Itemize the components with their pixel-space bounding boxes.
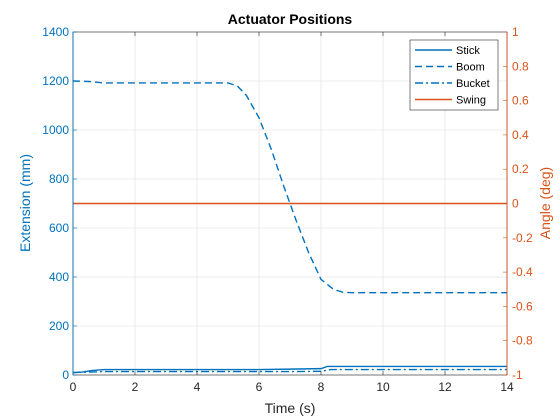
y-left-tick-label: 0 [62,368,69,382]
x-axis-label: Time (s) [265,400,316,416]
x-tick-label: 8 [318,380,325,394]
series-line-bucket [72,368,507,374]
legend-label-stick: Stick [456,45,480,57]
axes: 0 2 4 6 8 10 12 140200400600800100012001400-1-0… [42,25,533,394]
legend-label-boom: Boom [456,62,485,74]
y-left-tick-label: 1000 [42,123,69,137]
x-tick-label: 10 [376,380,390,394]
y-right-tick-label: 0.2 [512,162,529,176]
series-line-boom [72,80,507,294]
y-axis-right-label: Angle (deg) [537,167,553,239]
x-tick-label: 2 [132,380,139,394]
series-lines [72,80,507,374]
y-left-tick-label: 1400 [42,25,69,39]
y-left-tick-label: 400 [49,270,69,284]
x-tick-label: 14 [500,380,514,394]
legend: Stick Boom Bucket Swing [409,39,499,111]
legend-label-bucket: Bucket [456,78,490,90]
x-tick-label: 0 [70,380,77,394]
y-left-tick-label: 600 [49,221,69,235]
y-right-tick-label: -0.4 [512,265,533,279]
y-right-tick-label: 0 [512,197,519,211]
y-left-tick-label: 1200 [42,74,69,88]
y-right-tick-label: -0.2 [512,231,533,245]
series-line-stick [72,365,507,374]
y-left-tick-label: 200 [49,319,69,333]
y-axis-left-label: Extension (mm) [17,154,33,252]
legend-label-swing: Swing [456,95,486,107]
y-right-tick-label: -1 [512,368,523,382]
x-tick-label: 4 [194,380,201,394]
y-right-tick-label: -0.8 [512,334,533,348]
y-right-tick-label: -0.6 [512,299,533,313]
legend-box [409,39,499,111]
y-right-tick-label: 1 [512,25,519,39]
x-tick-label: 6 [256,380,263,394]
y-left-tick-label: 800 [49,172,69,186]
y-right-tick-label: 0.6 [512,94,529,108]
y-right-tick-label: 0.4 [512,128,529,142]
x-tick-label: 12 [438,380,452,394]
chart-title: Actuator Positions [228,11,353,27]
y-right-tick-label: 0.8 [512,59,529,73]
